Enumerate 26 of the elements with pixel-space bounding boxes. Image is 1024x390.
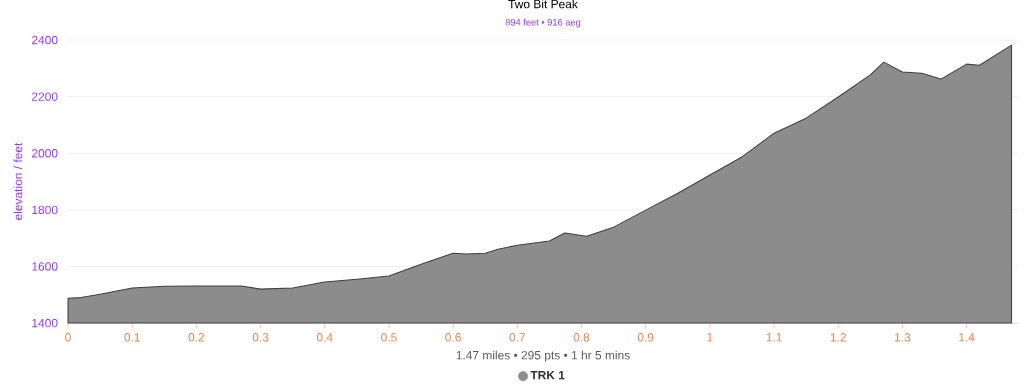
x-tick-label: 1.3 [895, 333, 911, 342]
x-tick-label: 0.4 [316, 333, 333, 342]
x-tick-label: 0.1 [124, 333, 140, 342]
y-tick-label: 1400 [32, 318, 58, 328]
legend-label: TRK 1 [530, 371, 565, 380]
y-tick-label: 1600 [32, 262, 58, 271]
x-tick-label: 1.2 [830, 333, 846, 342]
x-tick-label: 0.5 [381, 333, 397, 342]
y-tick-label: 1800 [32, 205, 58, 215]
chart-title: Two Bit Peak [508, 0, 578, 9]
x-tick-label: 0.6 [445, 333, 461, 342]
x-tick-label: 0.9 [637, 333, 654, 342]
x-tick-label: 1.1 [766, 333, 782, 342]
y-tick-label: 2200 [32, 92, 58, 101]
y-tick-label: 2000 [32, 149, 58, 158]
x-tick-label: 0.7 [509, 333, 526, 342]
x-tick-label: 0 [65, 333, 71, 342]
chart-subtitle: 894 feet • 916 aeg [505, 18, 581, 28]
x-tick-label: 1 [707, 333, 713, 342]
y-axis-title: elevation / feet [13, 142, 23, 220]
x-tick-label: 0.3 [252, 333, 269, 342]
x-tick-label: 1.4 [959, 333, 975, 342]
x-axis-title: 1.47 miles • 295 pts • 1 hr 5 mins [456, 350, 630, 362]
y-tick-label: 2400 [32, 35, 58, 45]
x-tick-label: 0.2 [188, 333, 205, 342]
x-tick-label: 0.8 [573, 333, 590, 342]
